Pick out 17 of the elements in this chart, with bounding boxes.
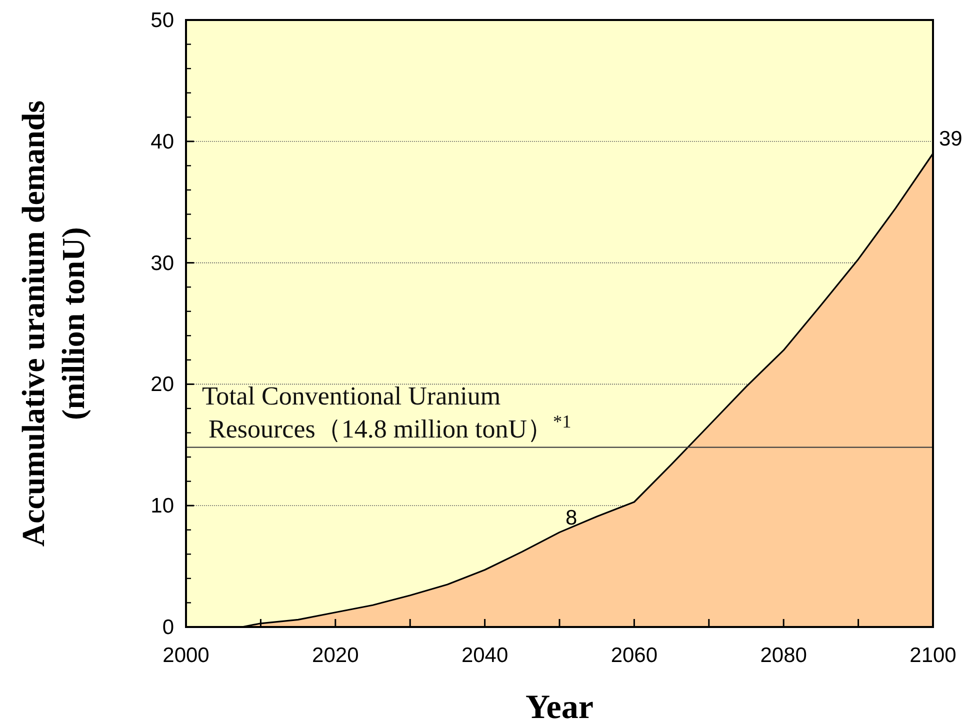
ref-line-label: Total Conventional Uranium Resources（14.8 million tonU）$^{*1}$ [202, 381, 572, 444]
x-tick-label: 2060 [610, 644, 658, 667]
y-tick-label: 10 [150, 494, 174, 518]
x-tick-label: 2020 [312, 644, 359, 667]
y-tick-label: 40 [150, 130, 174, 154]
annotation: 8 [566, 506, 578, 530]
x-tick-label: 2080 [760, 644, 807, 667]
y-tick-label: 0 [162, 616, 174, 639]
y-tick-label: 50 [150, 9, 174, 32]
x-tick-label: 2040 [461, 644, 508, 667]
x-tick-label: 2000 [162, 644, 210, 667]
y-tick-label: 20 [150, 373, 174, 396]
annotation: 39 [939, 128, 962, 151]
y-tick-label: 30 [150, 252, 174, 275]
x-tick-label: 2100 [910, 644, 956, 667]
x-axis-title: Year [526, 689, 594, 726]
y-axis-title: Accumulative uranium demands (million tonU) [15, 100, 91, 547]
